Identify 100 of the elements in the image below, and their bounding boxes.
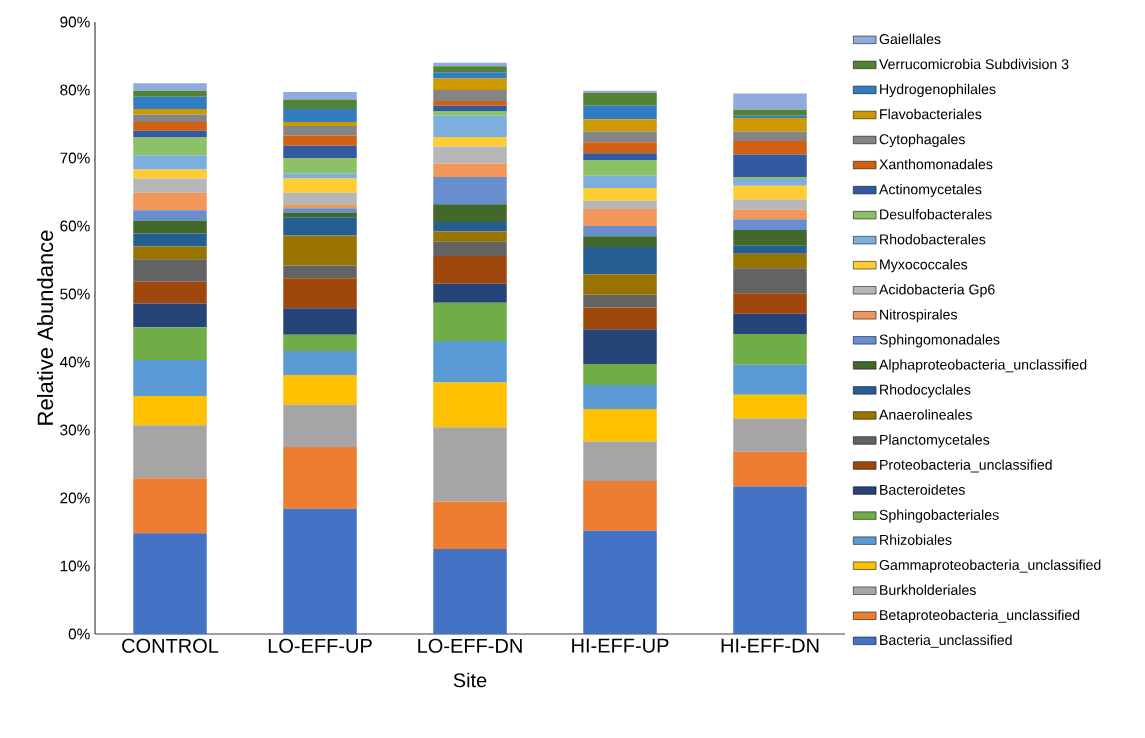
- bar: [133, 121, 207, 131]
- bar: [733, 209, 807, 220]
- bar: [583, 119, 657, 132]
- bar: [433, 111, 507, 116]
- bar: [583, 294, 657, 308]
- legend-label: Gammaproteobacteria_unclassified: [879, 559, 1101, 573]
- bar: [133, 155, 207, 170]
- y-tick-label: 40%: [59, 356, 90, 368]
- bar: [283, 265, 357, 279]
- bar: [733, 293, 807, 314]
- bar: [433, 231, 507, 242]
- bar: [583, 142, 657, 154]
- bar: [283, 109, 357, 122]
- bar: [133, 246, 207, 260]
- bar: [733, 109, 807, 116]
- bar: [583, 480, 657, 531]
- bar: [733, 219, 807, 231]
- bar: [283, 178, 357, 193]
- bar: [583, 329, 657, 365]
- bar: [733, 364, 807, 395]
- legend-label: Verrucomicrobia Subdivision 3: [879, 58, 1069, 70]
- legend-label: Burkholderiales: [880, 584, 976, 595]
- legend-label: Gaiellales: [879, 33, 941, 45]
- bar: [733, 93, 807, 110]
- bar: [433, 283, 507, 303]
- bar: [733, 154, 807, 178]
- y-tick-label: 20%: [60, 492, 90, 504]
- bar: [133, 478, 207, 534]
- bar: [133, 130, 207, 138]
- bar: [433, 115, 507, 137]
- bar: [433, 501, 507, 549]
- x-tick-label: CONTROL: [122, 638, 219, 653]
- bar: [283, 278, 357, 309]
- bar: [283, 334, 357, 352]
- bar: [283, 235, 357, 266]
- bar: [133, 83, 207, 91]
- bar: [583, 274, 657, 295]
- bar: [433, 382, 507, 428]
- bar: [133, 96, 207, 110]
- bar: [733, 115, 807, 118]
- bar: [433, 136, 507, 147]
- bar: [433, 221, 507, 232]
- bar: [133, 90, 207, 97]
- y-tick-label: 80%: [60, 84, 90, 96]
- bar: [583, 153, 657, 161]
- bar: [433, 146, 507, 164]
- legend-label: Rhodobacterales: [880, 234, 986, 245]
- bar: [583, 175, 657, 188]
- legend-label: Flavobacteriales: [880, 108, 982, 120]
- legend-label: Alphaproteobacteria_unclassified: [879, 359, 1087, 373]
- legend-label: Desulfobacterales: [880, 209, 992, 220]
- bar: [583, 209, 657, 226]
- bar: [133, 114, 207, 122]
- bar: [733, 451, 807, 487]
- bar: [283, 208, 357, 213]
- legend-label: Sphingobacteriales: [879, 509, 999, 523]
- bar: [433, 548, 507, 634]
- bar: [733, 313, 807, 335]
- bar: [733, 253, 807, 269]
- bar: [133, 425, 207, 479]
- bar: [283, 212, 357, 218]
- bar: [133, 327, 207, 360]
- x-tick-label: LO-EFF-UP: [268, 638, 372, 653]
- bar: [283, 217, 357, 236]
- bar: [133, 233, 207, 247]
- bar: [433, 340, 507, 383]
- bar: [133, 395, 207, 426]
- bar: [733, 418, 807, 452]
- bar: [433, 241, 507, 256]
- bar: [433, 204, 507, 222]
- legend-label: Sphingomonadales: [879, 334, 1000, 348]
- legend-label: Myxococcales: [880, 259, 968, 273]
- bar: [133, 220, 207, 234]
- bar: [133, 192, 207, 211]
- bar: [583, 105, 657, 120]
- bar: [583, 441, 657, 481]
- bar: [283, 135, 357, 146]
- bar: [583, 530, 657, 634]
- bar: [433, 90, 507, 101]
- bar: [583, 90, 657, 93]
- bar: [733, 334, 807, 365]
- bar: [733, 394, 807, 419]
- bar: [133, 533, 207, 634]
- bar: [583, 200, 657, 209]
- bar: [733, 185, 807, 200]
- bar: [283, 126, 357, 136]
- bar: [283, 374, 357, 405]
- bar: [133, 303, 207, 328]
- bar: [283, 99, 357, 110]
- bar: [583, 364, 657, 386]
- legend-label: Anaerolineales: [879, 409, 972, 420]
- y-tick-label: 30%: [60, 424, 90, 436]
- bar: [733, 486, 807, 634]
- bar: [733, 140, 807, 155]
- legend-label: Acidobacteria Gp6: [879, 284, 995, 298]
- legend-label: Betaproteobacteria_unclassified: [880, 609, 1080, 623]
- bar: [283, 121, 357, 127]
- x-tick-label: HI-EFF-DN: [721, 638, 819, 653]
- legend-label: Proteobacteria_unclassified: [880, 459, 1052, 473]
- bar: [133, 137, 207, 156]
